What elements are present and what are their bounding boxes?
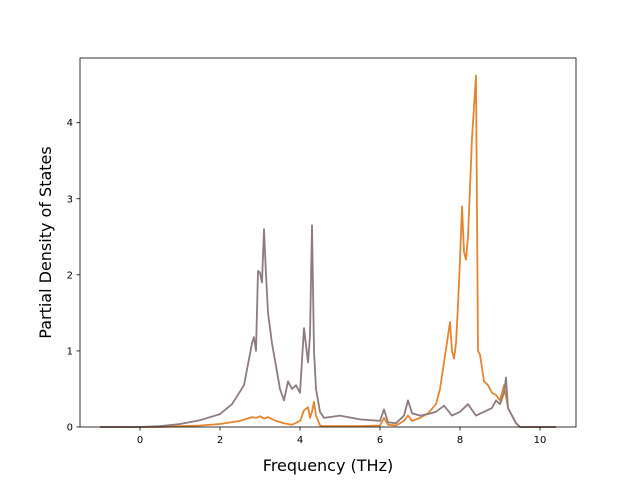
x-tick-label: 6 [377, 435, 383, 446]
x-axis-ticks: 0 2 4 6 8 10 [137, 427, 547, 446]
x-axis-label: Frequency (THz) [263, 456, 393, 475]
y-tick-label: 1 [67, 346, 73, 357]
y-tick-label: 0 [67, 423, 73, 434]
series-line-2 [100, 224, 556, 428]
x-tick-label: 4 [297, 435, 303, 446]
x-tick-label: 8 [457, 435, 463, 446]
series-line-1 [100, 74, 556, 428]
x-tick-label: 10 [534, 435, 547, 446]
y-tick-label: 2 [67, 270, 73, 281]
y-axis-label: Partial Density of States [36, 146, 55, 338]
y-tick-label: 3 [67, 194, 73, 205]
axes-frame [79, 57, 577, 428]
x-tick-label: 2 [217, 435, 223, 446]
plot-lines [100, 74, 556, 428]
x-tick-label: 0 [137, 435, 143, 446]
y-tick-label: 4 [67, 118, 73, 129]
y-axis-ticks: 0 1 2 3 4 [67, 118, 80, 434]
